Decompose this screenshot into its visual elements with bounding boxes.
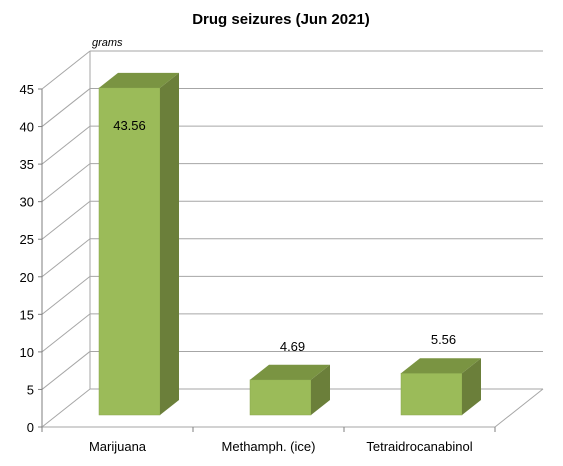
gridline-side: [41, 388, 91, 428]
unit-label: grams: [92, 37, 123, 49]
gridline-side: [41, 50, 91, 90]
gridline-side: [41, 313, 91, 353]
bar: [98, 72, 179, 416]
data-label: 43.56: [113, 118, 146, 133]
y-tick-label: 5: [27, 382, 34, 397]
y-tick-label: 10: [20, 345, 34, 360]
gridline-side: [41, 200, 91, 240]
y-axis: 0 5 10 15 20 25 30 35 40 45: [20, 82, 496, 435]
gridline-side: [41, 88, 91, 127]
bar-side: [311, 364, 330, 415]
gridline-side: [41, 275, 91, 315]
y-tick-label: 15: [20, 307, 34, 322]
gridline-side: [41, 125, 91, 165]
gridline-side: [41, 163, 91, 203]
y-tick-label: 25: [20, 232, 34, 247]
x-tick-label: Tetraidrocanabinol: [366, 439, 472, 454]
bar: [249, 364, 330, 416]
y-tick-label: 35: [20, 157, 34, 172]
bar-side: [160, 72, 179, 415]
bar-top: [250, 364, 330, 380]
x-tick-label: Methamph. (ice): [222, 439, 316, 454]
y-tick-label: 20: [20, 270, 34, 285]
bar-side: [462, 358, 481, 415]
bar: [400, 358, 481, 416]
y-tick-label: 40: [20, 120, 34, 135]
data-label: 4.69: [280, 339, 305, 354]
gridline-side: [41, 351, 91, 390]
chart-title: Drug seizures (Jun 2021): [192, 11, 370, 28]
bars: [98, 72, 481, 416]
bar-front: [400, 372, 463, 416]
bar-front: [249, 379, 312, 416]
y-tick-label: 45: [20, 82, 34, 97]
labels: 43.56 Marijuana 4.69 Methamph. (ice) 5.56 Tet…: [89, 118, 473, 454]
floor-right-edge: [494, 388, 544, 428]
y-tick-label: 30: [20, 195, 34, 210]
gridline-side: [41, 238, 91, 278]
bar-top: [401, 358, 481, 374]
bar-top: [99, 72, 179, 88]
data-label: 5.56: [431, 332, 456, 347]
y-tick-label: 0: [27, 420, 34, 435]
x-tick-label: Marijuana: [89, 439, 147, 454]
bar-front: [98, 87, 161, 416]
